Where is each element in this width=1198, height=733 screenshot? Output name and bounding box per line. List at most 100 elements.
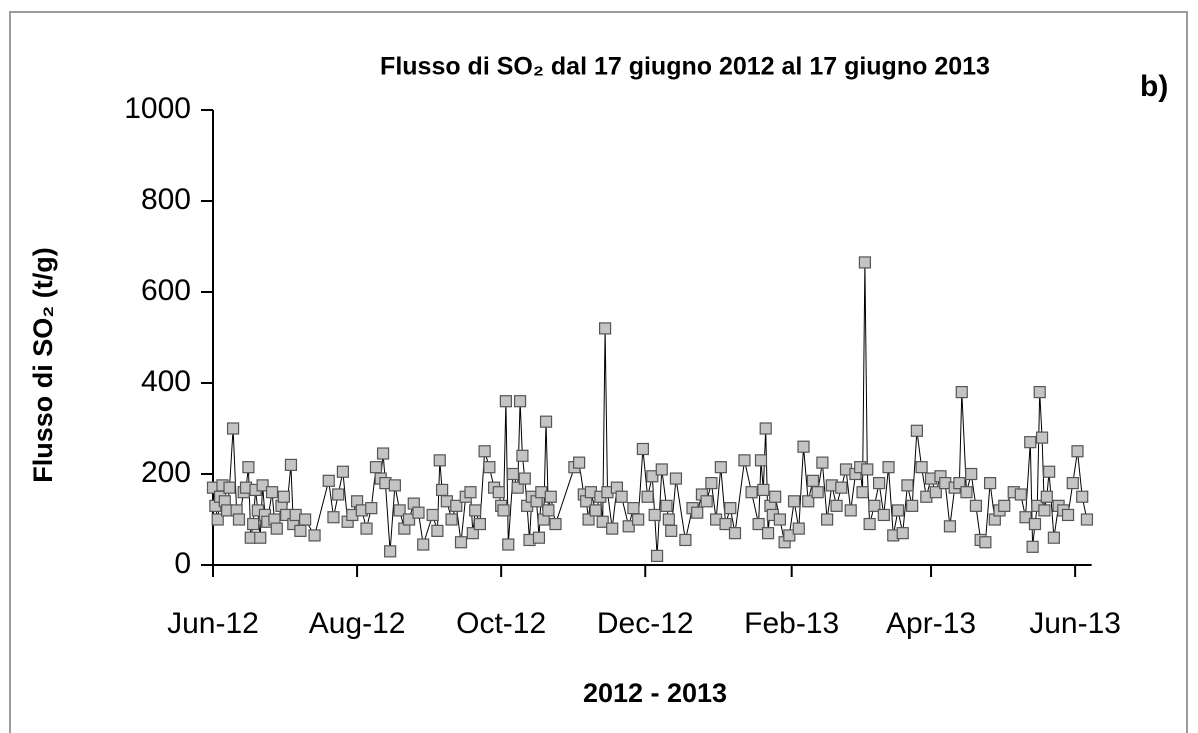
data-point (256, 479, 269, 492)
data-point (1038, 504, 1051, 517)
data-point (1033, 386, 1046, 399)
data-point (322, 474, 335, 487)
data-point (636, 442, 649, 456)
x-tick-label: Aug-12 (309, 607, 406, 640)
data-point (388, 479, 401, 492)
data-point (1061, 508, 1075, 522)
data-point (211, 513, 224, 526)
data-point (861, 463, 874, 476)
data-point (466, 527, 479, 540)
data-point (1035, 431, 1049, 444)
data-point (856, 486, 869, 499)
data-point (499, 395, 512, 408)
x-tick-label: Feb-13 (744, 607, 839, 640)
y-tick-label: 600 (141, 274, 191, 307)
data-point (573, 456, 586, 469)
data-point (1071, 445, 1084, 458)
data-point (877, 508, 890, 522)
data-point (473, 517, 487, 531)
data-point (806, 474, 820, 487)
data-point (896, 527, 909, 540)
data-point (308, 529, 321, 542)
data-point (998, 499, 1011, 512)
data-point (450, 499, 463, 512)
data-point (360, 522, 373, 535)
data-point (691, 506, 704, 519)
data-point (336, 465, 350, 478)
data-point (332, 488, 345, 501)
data-point (759, 422, 772, 435)
annotation: b) (1140, 70, 1168, 103)
data-point (431, 524, 444, 537)
data-point (1028, 517, 1042, 531)
data-point (532, 531, 546, 544)
data-point (232, 513, 246, 526)
data-point (242, 461, 255, 474)
data-point (745, 486, 758, 499)
data-point (615, 490, 628, 503)
data-point (265, 486, 279, 499)
data-point (1076, 490, 1089, 503)
data-point (417, 538, 430, 551)
data-point (627, 502, 640, 515)
y-tick-label: 0 (174, 547, 191, 580)
data-point (513, 395, 527, 408)
data-point (277, 490, 290, 503)
data-point (660, 499, 673, 512)
data-point (797, 440, 810, 453)
data-point (1080, 513, 1094, 526)
data-point (761, 527, 775, 540)
data-point (365, 502, 378, 515)
data-point (769, 490, 782, 503)
data-point (1047, 531, 1060, 544)
data-point (539, 415, 553, 428)
data-point (650, 549, 664, 563)
data-point (223, 481, 236, 494)
data-point (254, 531, 267, 544)
data-point (1043, 465, 1056, 478)
data-point (492, 486, 505, 499)
data-point (891, 504, 905, 517)
data-point (469, 504, 482, 517)
data-point (622, 520, 635, 533)
data-point (299, 513, 312, 526)
data-point (632, 513, 645, 526)
x-tick-label: Oct-12 (456, 607, 546, 640)
data-point (589, 504, 602, 517)
data-point (705, 477, 718, 490)
data-point (582, 513, 595, 526)
data-point (284, 458, 298, 471)
data-point (835, 481, 848, 494)
data-point (544, 490, 557, 503)
x-tick-label: Jun-13 (1029, 607, 1121, 640)
data-point (502, 538, 515, 551)
data-point (955, 386, 968, 399)
data-point (294, 524, 307, 537)
data-point (811, 486, 824, 499)
data-point (433, 454, 446, 467)
data-point (497, 504, 510, 517)
data-point (906, 499, 919, 512)
data-point (872, 477, 886, 490)
data-point (327, 511, 340, 524)
data-point (648, 508, 661, 522)
data-point (1014, 488, 1027, 501)
data-point (915, 461, 928, 474)
data-point (549, 517, 562, 531)
data-point (506, 467, 520, 481)
data-point (1024, 436, 1037, 449)
data-point (738, 454, 751, 467)
data-point (662, 513, 675, 526)
data-point (1019, 511, 1032, 524)
data-point (965, 467, 978, 481)
data-point (821, 513, 834, 526)
data-point (393, 504, 406, 517)
data-point (816, 456, 829, 469)
data-point (983, 477, 997, 490)
data-point (454, 536, 468, 549)
data-point (598, 322, 612, 335)
data-point (426, 508, 439, 522)
data-point (754, 454, 768, 467)
data-point (863, 517, 876, 531)
